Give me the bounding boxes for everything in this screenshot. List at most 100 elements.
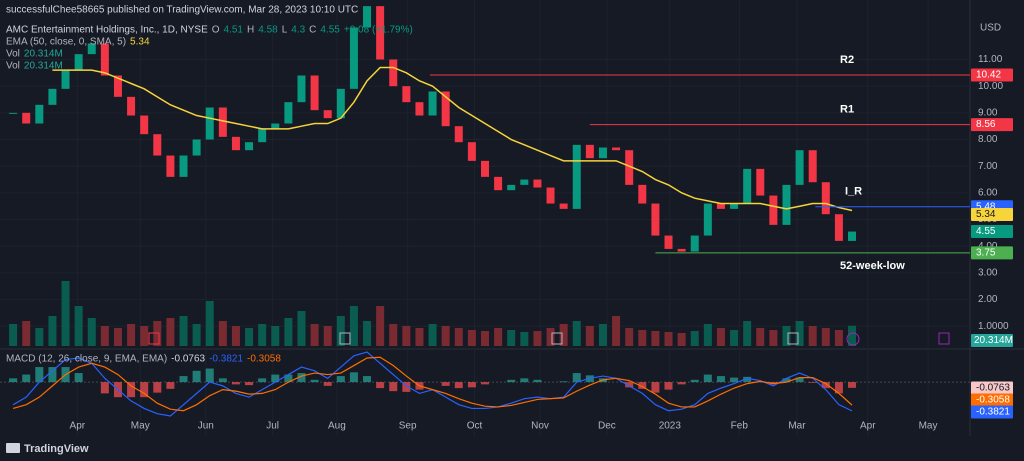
macd-histogram xyxy=(625,382,634,388)
close-tag-bg xyxy=(971,225,1013,239)
ohlc-key: O xyxy=(212,25,220,36)
candle xyxy=(585,144,594,159)
candle xyxy=(782,184,791,225)
y-tick-label: 10.00 xyxy=(978,81,1003,92)
candle xyxy=(9,112,18,114)
volume-bar xyxy=(192,324,201,346)
candle xyxy=(271,123,280,129)
y-tick-label: 11.00 xyxy=(978,54,1003,65)
volume-bar xyxy=(389,324,398,346)
candle xyxy=(245,142,254,151)
x-tick-label: Aug xyxy=(328,421,346,432)
volume-bar xyxy=(730,330,739,346)
macd-histogram xyxy=(245,382,254,386)
x-tick-label: Sep xyxy=(399,421,417,432)
macd-histogram xyxy=(258,378,267,383)
macd-histogram xyxy=(533,379,542,383)
macd-histogram xyxy=(651,382,660,393)
published-line: successfulChee58665 published on Trading… xyxy=(6,5,358,16)
vol-value: 20.314M xyxy=(24,61,63,72)
volume-bar xyxy=(703,324,712,346)
volume-bar xyxy=(612,316,621,346)
y-tick-label: 4.00 xyxy=(978,241,998,252)
macd-histogram xyxy=(782,378,791,383)
x-tick-label: May xyxy=(919,421,938,432)
vol-legend: Vol xyxy=(6,61,20,72)
volume-bar xyxy=(336,316,345,346)
brand: TradingView xyxy=(24,443,89,455)
y-tick-label: 6.00 xyxy=(978,188,998,199)
volume-bar xyxy=(546,328,555,346)
candle xyxy=(848,231,857,241)
ema-value: 5.34 xyxy=(130,37,150,48)
x-tick-label: Apr xyxy=(70,421,86,432)
candle xyxy=(821,182,830,215)
volume-bar xyxy=(22,321,31,346)
macd-histogram xyxy=(690,379,699,383)
volume-bar xyxy=(61,281,70,346)
ohlc-value: 4.55 xyxy=(320,25,340,36)
candle xyxy=(638,184,647,204)
ema-tag: 5.34 xyxy=(976,209,996,220)
candle xyxy=(127,96,136,116)
candle xyxy=(376,6,385,60)
candle xyxy=(743,168,752,204)
macd-histogram xyxy=(730,377,739,383)
volume-bar xyxy=(140,326,149,346)
volume-bar xyxy=(795,321,804,346)
macd-histogram xyxy=(166,382,175,389)
x-tick-label: Jul xyxy=(266,421,279,432)
macd-histogram xyxy=(677,382,686,385)
level-tag: 10.42 xyxy=(976,70,1001,81)
macd-histogram xyxy=(48,367,57,383)
volume-bar xyxy=(821,328,830,346)
macd-histogram xyxy=(664,382,673,390)
macd-histogram xyxy=(153,382,162,393)
candle xyxy=(87,43,96,55)
candle xyxy=(494,176,503,191)
macd-histogram xyxy=(572,373,581,383)
ohlc-key: H xyxy=(247,25,254,36)
candle xyxy=(284,102,293,124)
x-tick-label: Dec xyxy=(598,421,616,432)
candle xyxy=(808,150,817,183)
ohlc-value: 4.51 xyxy=(224,25,244,36)
candle xyxy=(520,179,529,185)
candle xyxy=(389,59,398,87)
volume-bar xyxy=(651,331,660,346)
level-label: 52-week-low xyxy=(840,260,905,272)
volume-bar xyxy=(349,306,358,346)
candle xyxy=(533,179,542,188)
y-tick-label: 3.00 xyxy=(978,268,998,279)
volume-bar xyxy=(507,330,516,346)
volume-bar xyxy=(467,330,476,346)
level-tag: 8.56 xyxy=(976,119,996,130)
macd-histogram xyxy=(336,376,345,383)
volume-bar xyxy=(245,328,254,346)
ohlc-key: C xyxy=(309,25,316,36)
volume-bar xyxy=(376,306,385,346)
macd-histogram xyxy=(231,382,240,385)
ema-tag-bg xyxy=(971,207,1013,221)
ohlc-key: L xyxy=(282,25,288,36)
candle xyxy=(546,187,555,204)
level-label: R2 xyxy=(840,54,854,66)
macd-histogram xyxy=(100,382,109,394)
ohlc-value: 4.58 xyxy=(258,25,278,36)
x-tick-label: Mar xyxy=(788,421,806,432)
macd-histogram xyxy=(376,382,385,389)
macd-histogram xyxy=(389,382,398,392)
candle xyxy=(349,27,358,89)
volume-bar xyxy=(494,328,503,346)
signal-tag: -0.3058 xyxy=(976,395,1010,406)
macd-histogram xyxy=(284,374,293,383)
macd-histogram xyxy=(821,382,830,389)
volume-bar xyxy=(323,326,332,346)
vol-value: 20.314M xyxy=(24,49,63,60)
volume-bar xyxy=(743,321,752,346)
volume-bar xyxy=(297,311,306,346)
candle xyxy=(572,144,581,209)
candle xyxy=(205,107,214,140)
volume-bar xyxy=(848,325,857,346)
